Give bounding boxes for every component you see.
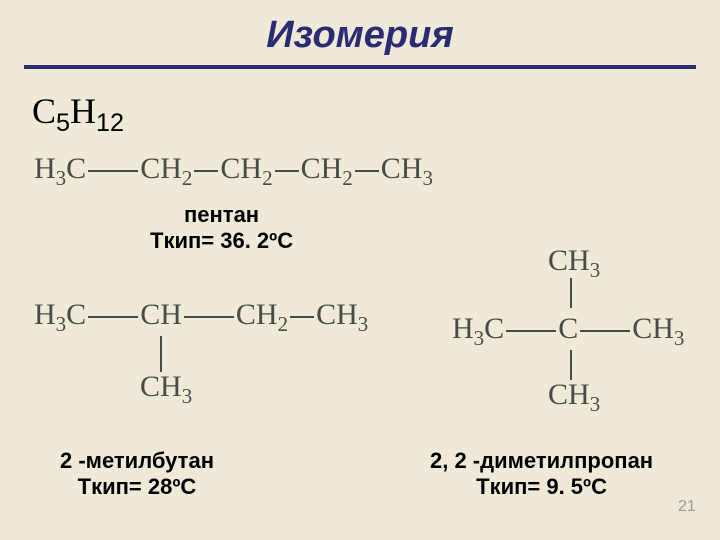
bond-vertical xyxy=(160,336,162,372)
atom: CH xyxy=(236,298,278,331)
atom: CH xyxy=(632,312,674,345)
title-underline xyxy=(24,65,696,69)
atom: CH xyxy=(316,298,358,331)
atom: CH xyxy=(548,378,590,411)
sub: 3 xyxy=(56,166,67,190)
pentane-structure: H3CCH2CH2CH2CH3 xyxy=(34,152,433,191)
dimethylpropane-caption: 2, 2 -диметилпропан Tкип= 9. 5ºС xyxy=(430,448,653,500)
atom: H xyxy=(452,312,474,345)
caption-bp: Tкип= 28ºС xyxy=(60,474,214,500)
methylbutane-structure: H3CCHCH2CH3 xyxy=(34,298,368,337)
sub: 3 xyxy=(182,384,193,408)
atom: CH xyxy=(220,152,262,185)
bond xyxy=(580,330,630,332)
atom: CH xyxy=(140,298,182,331)
atom: CH xyxy=(301,152,343,185)
bond xyxy=(88,170,138,172)
caption-name: 2, 2 -диметилпропан xyxy=(430,448,653,474)
bond xyxy=(355,170,379,172)
atom: H xyxy=(34,152,56,185)
atom: C xyxy=(558,312,578,345)
bond xyxy=(275,170,299,172)
sub: 3 xyxy=(674,326,685,350)
sub: 3 xyxy=(590,258,601,282)
mf-c: С xyxy=(32,91,56,131)
atom: C xyxy=(66,152,86,185)
slide: Изомерия С5Н12 H3CCH2CH2CH2CH3 пентан Tк… xyxy=(0,0,720,540)
caption-bp: Tкип= 36. 2ºС xyxy=(150,228,293,254)
atom: H xyxy=(34,298,56,331)
methylbutane-caption: 2 -метилбутан Tкип= 28ºС xyxy=(60,448,214,500)
bond-vertical xyxy=(570,350,572,380)
pentane-caption: пентан Tкип= 36. 2ºС xyxy=(150,202,293,254)
sub: 2 xyxy=(278,312,289,336)
bond xyxy=(88,316,138,318)
sub: 3 xyxy=(56,312,67,336)
dimethylpropane-top-branch: CH3 xyxy=(548,244,600,283)
atom: CH xyxy=(140,152,182,185)
bond xyxy=(290,316,314,318)
mf-5: 5 xyxy=(56,109,70,137)
dimethylpropane-structure: H3CCCH3 xyxy=(452,312,684,351)
methylbutane-branch: CH3 xyxy=(140,370,192,409)
sub: 3 xyxy=(474,326,485,350)
mf-12: 12 xyxy=(96,109,124,137)
caption-name: 2 -метилбутан xyxy=(60,448,214,474)
atom: CH xyxy=(381,152,423,185)
sub: 2 xyxy=(342,166,353,190)
atom: CH xyxy=(548,244,590,277)
bond xyxy=(194,170,218,172)
sub: 3 xyxy=(590,392,601,416)
atom: C xyxy=(66,298,86,331)
bond-vertical xyxy=(570,278,572,308)
slide-title: Изомерия xyxy=(0,0,720,57)
bond xyxy=(184,316,234,318)
caption-bp: Tкип= 9. 5ºС xyxy=(430,474,653,500)
page-number: 21 xyxy=(678,498,696,516)
molecular-formula: С5Н12 xyxy=(32,90,124,138)
sub: 2 xyxy=(182,166,193,190)
atom: CH xyxy=(140,370,182,403)
sub: 2 xyxy=(262,166,273,190)
caption-name: пентан xyxy=(150,202,293,228)
bond xyxy=(506,330,556,332)
sub: 3 xyxy=(422,166,433,190)
mf-h: Н xyxy=(70,91,96,131)
atom: C xyxy=(484,312,504,345)
sub: 3 xyxy=(358,312,369,336)
dimethylpropane-bottom-branch: CH3 xyxy=(548,378,600,417)
